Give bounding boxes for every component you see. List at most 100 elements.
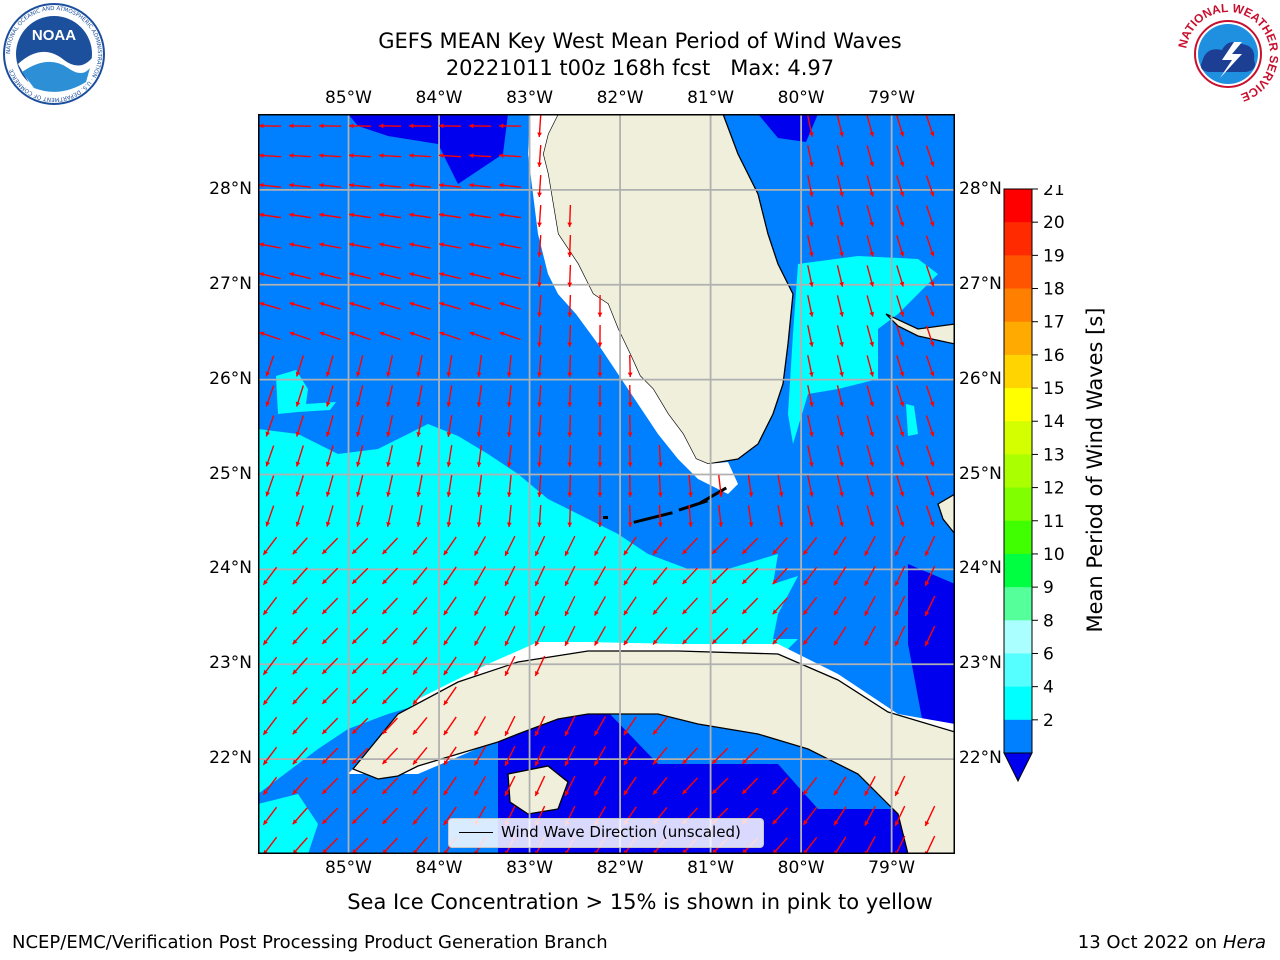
lon-tick-label-top: 81°W: [687, 88, 735, 108]
lon-tick-label-top: 79°W: [868, 88, 916, 108]
direction-arrow-head: [899, 461, 905, 467]
direction-arrow-head: [537, 342, 542, 347]
direction-arrow-head: [742, 579, 748, 584]
lon-tick-label-top: 83°W: [506, 88, 554, 108]
direction-arrow-head: [259, 182, 264, 188]
direction-arrow-head: [899, 401, 905, 407]
footer-host: Hera: [1222, 932, 1266, 953]
direction-arrow-head: [325, 431, 331, 437]
map-legend: Wind Wave Direction (unscaled): [448, 818, 764, 848]
direction-arrow-head: [295, 431, 301, 437]
direction-arrow-head: [379, 182, 384, 188]
lon-tick-label-top: 84°W: [415, 88, 463, 108]
colorbar-segment: [1004, 487, 1032, 522]
direction-arrow-head: [443, 610, 449, 616]
direction-arrow-head: [413, 639, 418, 645]
direction-arrow-head: [289, 242, 294, 248]
wave-period-below-2-ne: [758, 114, 818, 142]
colorbar-tick-label: 2: [1043, 711, 1054, 731]
direction-arrow-head: [474, 640, 479, 646]
direction-arrow-head: [682, 549, 688, 555]
legend-line-sample: [459, 832, 493, 833]
direction-arrow-head: [386, 431, 391, 437]
direction-arrow-head: [322, 759, 328, 764]
direction-arrow-head: [416, 402, 422, 407]
direction-arrow-head: [869, 221, 875, 227]
colorbar-segment: [1004, 388, 1032, 422]
direction-arrow-head: [653, 639, 658, 645]
graticule: [258, 114, 955, 854]
direction-arrow-head: [929, 461, 935, 467]
direction-arrow-head: [295, 491, 301, 497]
direction-arrow-head: [439, 242, 444, 248]
direction-arrow-head: [382, 579, 388, 585]
direction-arrow-head: [899, 161, 905, 167]
direction-arrow-head: [504, 550, 510, 556]
lon-tick-label-bottom: 81°W: [687, 858, 735, 878]
direction-arrow-head: [416, 462, 422, 467]
direction-arrow-head: [537, 522, 542, 527]
direction-arrow-head: [535, 730, 540, 736]
direction-arrow-head: [535, 610, 540, 616]
direction-arrow-head: [416, 372, 422, 377]
map-title-line1: GEFS MEAN Key West Mean Period of Wind W…: [378, 29, 902, 53]
wave-period-below-2-east: [908, 564, 955, 734]
direction-arrow-head: [499, 242, 504, 248]
direction-arrow-head: [322, 669, 328, 674]
colorbar-frame: [1003, 188, 1033, 754]
direction-arrow-head: [506, 372, 512, 377]
direction-arrow-head: [808, 431, 814, 437]
direction-arrow-head: [537, 192, 542, 197]
direction-arrow-head: [929, 191, 935, 197]
direction-arrow-head: [597, 462, 603, 467]
direction-arrow-head: [504, 670, 510, 676]
direction-arrow-head: [537, 132, 542, 137]
direction-arrow-head: [688, 522, 693, 527]
direction-arrow-head: [416, 432, 422, 437]
direction-arrow-head: [474, 580, 479, 586]
colorbar: 21 20 19 18 17 16 15 14 13 12 11 10 9 8 6 4 2: [1003, 185, 1065, 783]
direction-arrow-head: [265, 371, 271, 377]
direction-arrow-head: [474, 610, 479, 616]
direction-arrow-head: [292, 669, 298, 675]
colorbar-tick-label: 21: [1043, 185, 1065, 200]
colorbar-segment: [1004, 255, 1032, 290]
land-cuba: [351, 650, 955, 854]
direction-arrow-head: [594, 640, 599, 646]
wave-period-band-4-6-mid-west: [276, 370, 336, 414]
direction-arrow-head: [682, 639, 688, 645]
direction-arrow-head: [864, 580, 870, 586]
wave-period-band-4-6-sw: [258, 794, 318, 854]
direction-arrow-head: [506, 462, 512, 467]
direction-arrow-head: [682, 579, 688, 585]
direction-arrow-head: [443, 730, 449, 736]
direction-arrow-head: [623, 550, 629, 556]
direction-arrow-head: [597, 372, 603, 377]
direction-arrow-head: [535, 760, 540, 766]
direction-arrow-head: [476, 432, 482, 437]
direction-arrow-head: [839, 251, 844, 257]
direction-arrow-head: [899, 191, 905, 197]
direction-arrow-head: [623, 580, 629, 586]
direction-arrow-head: [748, 492, 754, 497]
direction-arrow-head: [443, 670, 449, 676]
lon-tick-label-bottom: 84°W: [415, 858, 463, 878]
direction-arrow-head: [356, 401, 361, 407]
direction-arrow-head: [352, 608, 358, 614]
direction-arrow-head: [319, 331, 325, 337]
direction-arrow-head: [839, 191, 844, 197]
direction-arrow-head: [718, 492, 724, 497]
colorbar-segment: [1004, 354, 1032, 389]
wind-wave-map: [258, 114, 955, 854]
direction-arrow-head: [869, 161, 875, 167]
direction-arrow-head: [653, 789, 658, 795]
lat-tick-label-right: 23°N: [959, 653, 1002, 674]
direction-arrow-head: [808, 521, 814, 527]
direction-arrow-head: [748, 522, 754, 527]
direction-arrow-head: [413, 789, 418, 795]
direction-arrow-head: [772, 549, 778, 555]
direction-arrow-head: [869, 281, 875, 287]
direction-arrow-head: [803, 609, 808, 615]
lat-tick-label-right: 22°N: [959, 748, 1002, 769]
direction-arrow-head: [535, 640, 540, 646]
